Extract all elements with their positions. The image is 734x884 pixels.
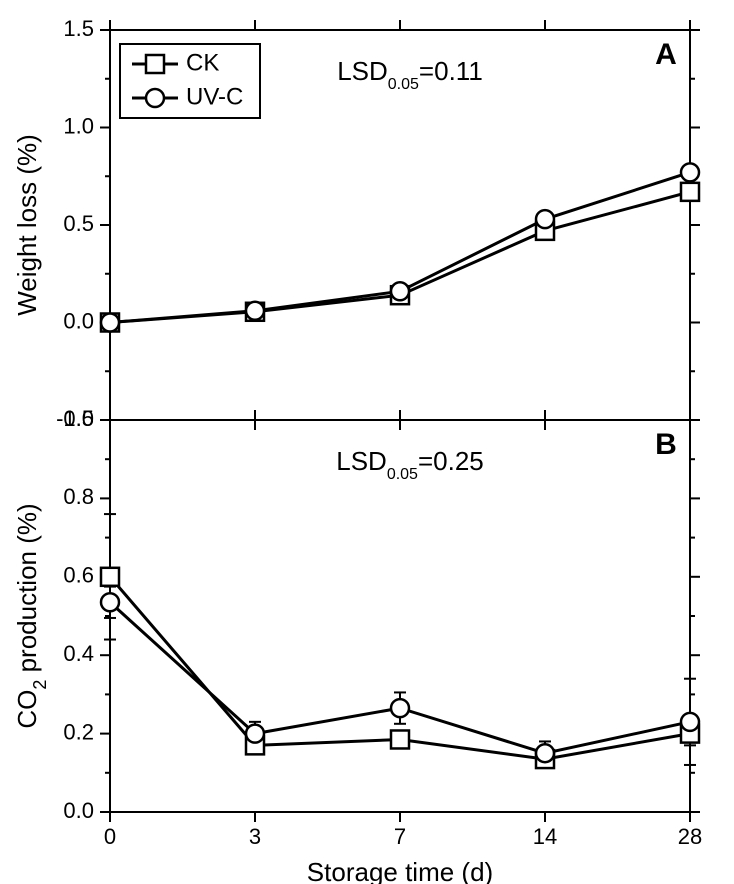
svg-text:0.0: 0.0 [63, 308, 94, 333]
figure-container: -0.50.00.51.01.5ALSD0.05=0.110.00.20.40.… [0, 0, 734, 884]
svg-text:3: 3 [249, 824, 261, 849]
svg-text:CK: CK [186, 49, 219, 76]
svg-text:0.0: 0.0 [63, 798, 94, 823]
svg-text:A: A [655, 38, 677, 71]
svg-text:28: 28 [678, 824, 702, 849]
svg-text:1.0: 1.0 [63, 113, 94, 138]
svg-text:0: 0 [104, 824, 116, 849]
svg-text:0.4: 0.4 [63, 641, 94, 666]
svg-text:0.2: 0.2 [63, 719, 94, 744]
svg-text:7: 7 [394, 824, 406, 849]
svg-text:CO2 production (%): CO2 production (%) [12, 503, 50, 728]
svg-text:Storage time (d): Storage time (d) [307, 857, 493, 884]
svg-text:1.5: 1.5 [63, 16, 94, 41]
svg-text:Weight loss (%): Weight loss (%) [12, 134, 42, 316]
svg-text:B: B [655, 428, 677, 461]
chart-svg: -0.50.00.51.01.5ALSD0.05=0.110.00.20.40.… [0, 0, 734, 884]
svg-text:0.8: 0.8 [63, 484, 94, 509]
svg-text:0.6: 0.6 [63, 563, 94, 588]
svg-text:1.0: 1.0 [63, 406, 94, 431]
svg-text:LSD0.05=0.11: LSD0.05=0.11 [337, 56, 483, 93]
svg-text:0.5: 0.5 [63, 211, 94, 236]
svg-text:14: 14 [533, 824, 557, 849]
svg-text:LSD0.05=0.25: LSD0.05=0.25 [336, 446, 484, 483]
svg-text:UV-C: UV-C [186, 83, 243, 110]
